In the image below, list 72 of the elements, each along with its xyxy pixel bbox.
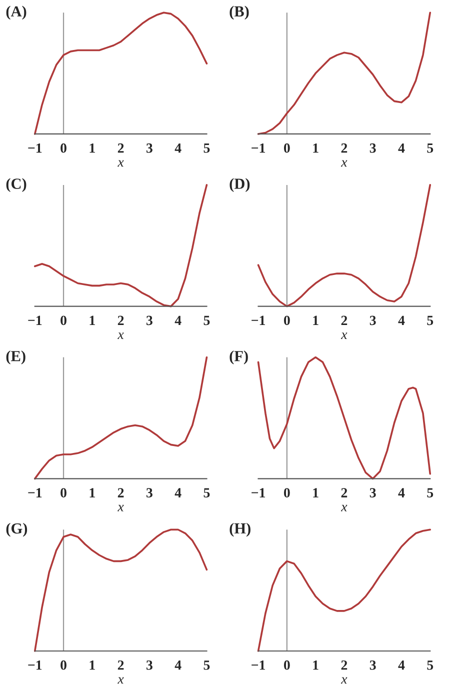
x-tick-label: 3 <box>370 143 376 153</box>
x-axis-title: x <box>340 677 348 684</box>
x-tick-label: 1 <box>90 488 95 498</box>
chart-title: (E) <box>6 350 26 364</box>
x-tick-label: 4 <box>174 488 182 498</box>
x-tick-label: 0 <box>60 143 66 153</box>
x-tick-label: 3 <box>146 143 152 153</box>
x-tick-label: 0 <box>284 143 290 153</box>
x-tick-label: −1 <box>28 488 42 498</box>
x-tick-label: 2 <box>118 488 124 498</box>
x-tick-label: 5 <box>427 488 434 498</box>
x-tick-label: 0 <box>60 488 66 498</box>
x-tick-label: 0 <box>60 660 66 670</box>
chart-title: (A) <box>6 6 26 20</box>
x-tick-label: 1 <box>90 660 95 670</box>
x-tick-label: 0 <box>284 660 290 670</box>
x-tick-label: −1 <box>28 660 42 670</box>
x-tick-label: 4 <box>174 660 182 670</box>
x-tick-label: 5 <box>204 660 210 670</box>
x-axis-title: x <box>340 332 348 339</box>
chart-title: (F) <box>230 350 248 364</box>
x-tick-label: 3 <box>146 660 152 670</box>
x-tick-label: −1 <box>28 316 42 325</box>
x-tick-label: 1 <box>313 143 318 153</box>
x-tick-label: 5 <box>204 316 210 326</box>
x-tick-label: 3 <box>146 316 152 326</box>
chart-title: (D) <box>230 178 250 192</box>
x-tick-label: 4 <box>398 488 405 498</box>
x-tick-label: 2 <box>341 143 348 153</box>
x-axis-title: x <box>340 160 348 167</box>
x-tick-label: −1 <box>252 143 265 153</box>
x-tick-label: 1 <box>313 660 318 670</box>
x-tick-label: 5 <box>204 144 210 153</box>
x-tick-label: 5 <box>427 144 434 153</box>
x-tick-label: 4 <box>398 660 405 670</box>
x-tick-label: 2 <box>118 316 124 325</box>
x-axis-title: x <box>118 160 124 167</box>
chart-title: (C) <box>6 178 26 192</box>
x-tick-label: 1 <box>313 316 318 325</box>
x-tick-label: 3 <box>370 488 376 498</box>
chart-title: (G) <box>6 522 28 537</box>
x-tick-label: 0 <box>284 316 290 326</box>
x-axis-title: x <box>340 504 348 512</box>
x-axis-title: x <box>118 677 124 684</box>
x-tick-label: 2 <box>341 660 348 670</box>
x-tick-label: 3 <box>370 660 376 670</box>
x-tick-label: −1 <box>28 143 42 153</box>
x-tick-label: 2 <box>341 488 348 498</box>
x-tick-label: 1 <box>313 488 318 498</box>
x-tick-label: 0 <box>60 316 66 326</box>
x-tick-label: −1 <box>252 660 265 670</box>
x-axis-title: x <box>118 504 124 512</box>
x-tick-label: 4 <box>174 143 182 153</box>
x-tick-label: 1 <box>90 143 95 153</box>
x-tick-label: −1 <box>252 316 265 325</box>
x-axis-title: x <box>118 332 124 339</box>
x-tick-label: 2 <box>341 316 348 325</box>
x-tick-label: 5 <box>204 488 210 498</box>
x-tick-label: 2 <box>118 143 124 153</box>
x-tick-label: 1 <box>90 316 95 325</box>
chart-title: (B) <box>230 6 249 20</box>
x-tick-label: 5 <box>427 660 434 670</box>
x-tick-label: 4 <box>398 143 405 153</box>
x-tick-label: 3 <box>370 316 376 326</box>
x-tick-label: 5 <box>427 316 434 326</box>
x-tick-label: −1 <box>252 488 265 498</box>
chart-title: (H) <box>230 522 250 537</box>
x-tick-label: 0 <box>284 488 290 498</box>
x-tick-label: 4 <box>398 316 405 325</box>
x-tick-label: 3 <box>146 488 152 498</box>
x-tick-label: 4 <box>174 316 182 325</box>
x-tick-label: 2 <box>118 660 124 670</box>
